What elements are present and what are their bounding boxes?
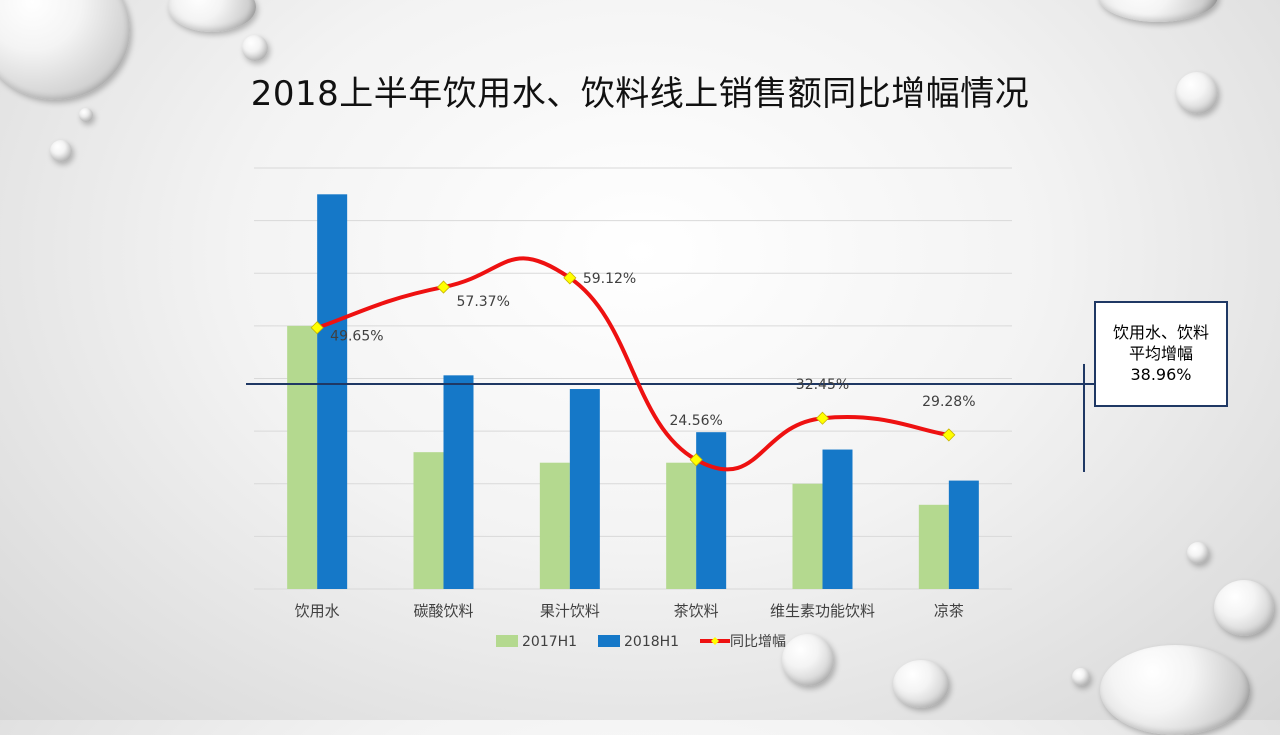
- legend-label: 2018H1: [624, 634, 679, 650]
- growth-data-label: 24.56%: [669, 413, 722, 429]
- growth-marker-1: [436, 280, 451, 294]
- average-box-value: 38.96%: [1130, 365, 1192, 384]
- x-tick-label: 凉茶: [934, 602, 964, 620]
- bar-2018H1-4: [822, 449, 853, 589]
- average-increase-box: 饮用水、饮料 平均增幅 38.96%: [1094, 301, 1228, 407]
- legend-marker: [711, 637, 719, 645]
- average-box-line1: 饮用水、饮料: [1112, 323, 1209, 342]
- legend-swatch-2018H1: [598, 635, 620, 647]
- water-drop-icon: [242, 35, 268, 61]
- bar-2017H1-1: [413, 452, 444, 589]
- growth-data-label: 29.28%: [922, 394, 975, 410]
- growth-marker-2: [563, 271, 577, 285]
- x-tick-label: 饮用水: [295, 602, 340, 620]
- average-box-line2: 平均增幅: [1128, 344, 1193, 363]
- legend-swatch-2017H1: [496, 635, 518, 647]
- water-drop-icon: [1214, 580, 1274, 636]
- water-drop-icon: [1098, 0, 1218, 22]
- growth-data-label: 59.12%: [583, 271, 636, 287]
- water-drop-icon: [1187, 542, 1209, 564]
- bar-2017H1-0: [287, 325, 318, 589]
- bar-2018H1-5: [948, 480, 979, 589]
- growth-marker-0: [310, 321, 324, 335]
- water-drop-icon: [893, 660, 949, 708]
- bar-2017H1-4: [792, 483, 823, 589]
- water-drop-icon: [79, 108, 93, 122]
- x-tick-label: 果汁饮料: [540, 602, 600, 620]
- x-tick-label: 茶饮料: [674, 602, 719, 620]
- water-drop-icon: [782, 634, 834, 686]
- chart: 饮用水 碳酸饮料 果汁饮料 茶饮料 维生素功能饮料 凉茶 49.65% 57.37% 59.12…: [246, 167, 1094, 650]
- growth-marker-4: [815, 411, 830, 425]
- bar-2017H1-2: [539, 462, 570, 589]
- growth-marker-5: [942, 428, 956, 442]
- bar-2018H1-1: [443, 375, 474, 589]
- bar-2018H1-2: [569, 389, 600, 589]
- growth-data-label: 57.37%: [457, 294, 510, 310]
- bar-2018H1-0: [317, 194, 348, 589]
- growth-line: [315, 256, 951, 472]
- legend-label: 2017H1: [522, 634, 577, 650]
- growth-data-label: 32.45%: [796, 377, 849, 393]
- water-drop-icon: [50, 140, 72, 162]
- bar-2017H1-5: [918, 504, 949, 589]
- x-tick-label: 碳酸饮料: [413, 602, 473, 620]
- growth-data-label: 49.65%: [330, 329, 383, 345]
- water-drop-icon: [1072, 668, 1090, 686]
- x-tick-label: 维生素功能饮料: [770, 602, 875, 620]
- growth-marker-3: [689, 453, 703, 467]
- legend-label: 同比增幅: [730, 634, 786, 650]
- bar-2018H1-3: [696, 432, 727, 589]
- chart-title: 2018上半年饮用水、饮料线上销售额同比增幅情况: [250, 74, 1030, 114]
- bar-2017H1-3: [666, 462, 697, 589]
- water-drop-icon: [1176, 72, 1218, 114]
